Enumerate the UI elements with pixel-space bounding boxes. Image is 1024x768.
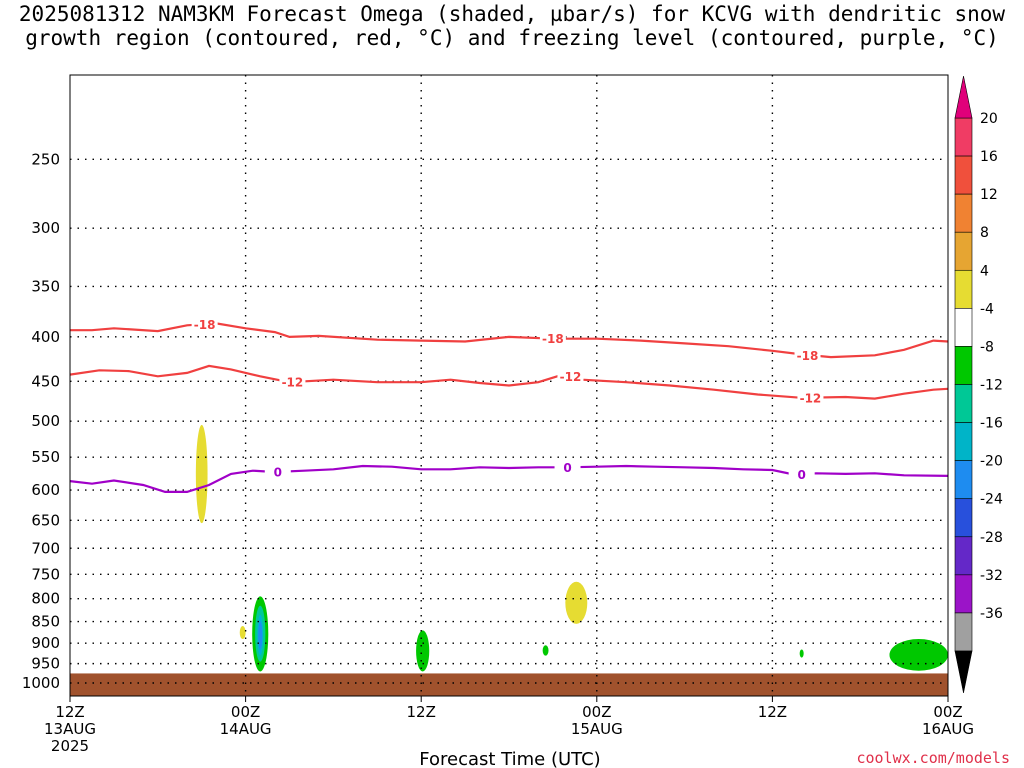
y-tick-label-500: 500: [31, 412, 60, 430]
colorbar-bin-11: [954, 536, 973, 576]
y-tick-label-700: 700: [31, 539, 60, 557]
colorbar-bin-13: [954, 612, 973, 652]
colorbar-bin-0: [954, 117, 973, 157]
colorbar-label-7: -12: [980, 378, 1003, 394]
omega-shading-8: [565, 581, 588, 624]
credit-text: coolwx.com/models: [856, 749, 1010, 767]
omega-shading-10: [889, 638, 948, 671]
colorbar-label-10: -24: [980, 492, 1003, 508]
colorbar: 20 16 12 8 4 -4 -8 -12 -16 -20 -24 -28 -32 -36: [954, 75, 1003, 694]
x-tick-label-1-2: 14AUG: [220, 720, 272, 738]
colorbar-bin-6: [954, 346, 973, 385]
axes: 250 300 350 400 450 500 550 600 650 700 750 800 850 9…: [22, 74, 974, 755]
x-tick-label-0-3: 2025: [51, 737, 89, 755]
omega-shading-9: [799, 649, 804, 658]
contour-label-bg-0-2: [794, 348, 821, 363]
colorbar-bin-7: [954, 384, 973, 423]
colorbar-label-12: -32: [980, 568, 1003, 584]
y-tick-label-350: 350: [31, 277, 60, 295]
x-axis-label: Forecast Time (UTC): [419, 749, 600, 768]
y-tick-label-400: 400: [31, 328, 60, 346]
colorbar-bin-12: [954, 574, 973, 614]
contour-label-bg-1-1: [557, 369, 584, 384]
contour-line--12: [69, 364, 949, 400]
colorbar-label-0: 20: [980, 111, 998, 127]
contour-label-2-2: 0: [797, 468, 805, 482]
colorbar-label-2: 12: [980, 187, 998, 203]
y-tick-label-650: 650: [31, 511, 60, 529]
x-tick-label-0-2: 13AUG: [44, 720, 96, 738]
contour-label-1-2: -12: [800, 391, 822, 405]
x-tick-label-4-1: 12Z: [758, 703, 787, 721]
colorbar-bin-4: [954, 269, 973, 309]
contour-label-2-0: 0: [274, 465, 282, 479]
colorbar-label-11: -28: [980, 530, 1003, 546]
colorbar-label-8: -16: [980, 416, 1003, 432]
colorbar-label-6: -8: [980, 339, 994, 355]
omega-shading-0: [195, 424, 208, 524]
contour-label-0-2: -18: [797, 349, 819, 363]
y-tick-label-750: 750: [31, 565, 60, 583]
contour-label-1-0: -12: [282, 376, 304, 390]
chart-title: 2025081312 NAM3KM Forecast Omega (shaded…: [0, 2, 1024, 50]
y-tick-label-550: 550: [31, 448, 60, 466]
x-tick-label-1-1: 00Z: [231, 703, 260, 721]
y-tick-label-250: 250: [31, 150, 60, 168]
x-tick-label-5-2: 16AUG: [922, 720, 974, 738]
contour-label-bg-2-1: [554, 460, 581, 475]
gridlines: [70, 75, 948, 696]
x-tick-label-2-1: 12Z: [407, 703, 436, 721]
contour-layer: -18 -18 -18 -12 -12 -12 0 0 0: [69, 317, 949, 493]
contour-label-0-0: -18: [194, 318, 216, 332]
colorbar-bottom-arrow: [954, 650, 973, 694]
contour-label-2-1: 0: [563, 461, 571, 475]
x-tick-label-3-2: 15AUG: [571, 720, 623, 738]
contour-label-bg-2-2: [788, 467, 815, 482]
plot-frame: [69, 74, 949, 697]
omega-shading-7: [542, 645, 549, 656]
colorbar-label-5: -4: [980, 301, 994, 317]
y-tick-label-850: 850: [31, 613, 60, 631]
contour-label-bg-0-1: [539, 331, 566, 346]
omega-shading-6: [416, 630, 430, 672]
colorbar-label-3: 8: [980, 225, 989, 241]
contour-label-1-1: -12: [560, 370, 582, 384]
contour-label-bg-1-2: [797, 390, 824, 405]
y-tick-label-950: 950: [31, 655, 60, 673]
y-tick-label-600: 600: [31, 481, 60, 499]
colorbar-bin-5: [954, 308, 973, 347]
plot-shading-layer: [70, 424, 948, 696]
colorbar-bin-9: [954, 460, 973, 500]
colorbar-bin-3: [954, 231, 973, 271]
surface-terrain-fill: [70, 673, 948, 696]
x-tick-label-0-1: 12Z: [55, 703, 84, 721]
y-tick-label-800: 800: [31, 590, 60, 608]
contour-label-bg-2-0: [264, 464, 291, 479]
colorbar-bin-8: [954, 422, 973, 461]
y-tick-label-450: 450: [31, 372, 60, 390]
contour-label-bg-0-0: [191, 317, 218, 332]
title-line-2: growth region (contoured, red, °C) and f…: [25, 26, 999, 50]
y-tick-label-300: 300: [31, 219, 60, 237]
colorbar-label-4: 4: [980, 263, 989, 279]
omega-shading-1: [239, 626, 246, 639]
colorbar-label-13: -36: [980, 606, 1003, 622]
colorbar-top-arrow: [954, 75, 973, 119]
colorbar-bin-1: [954, 155, 973, 195]
contour-label-bg-1-0: [279, 375, 306, 390]
y-tick-label-1000: 1000: [22, 674, 60, 692]
contour-label-0-1: -18: [542, 332, 564, 346]
title-line-1: 2025081312 NAM3KM Forecast Omega (shaded…: [18, 2, 1006, 26]
x-tick-label-3-1: 00Z: [582, 703, 611, 721]
omega-shading-5: [258, 621, 263, 650]
contour-line-0: [69, 464, 949, 493]
colorbar-bin-2: [954, 193, 973, 233]
x-tick-label-5-1: 00Z: [933, 703, 962, 721]
colorbar-bin-10: [954, 498, 973, 538]
colorbar-label-1: 16: [980, 149, 998, 165]
y-tick-label-900: 900: [31, 634, 60, 652]
colorbar-label-9: -20: [980, 454, 1003, 470]
